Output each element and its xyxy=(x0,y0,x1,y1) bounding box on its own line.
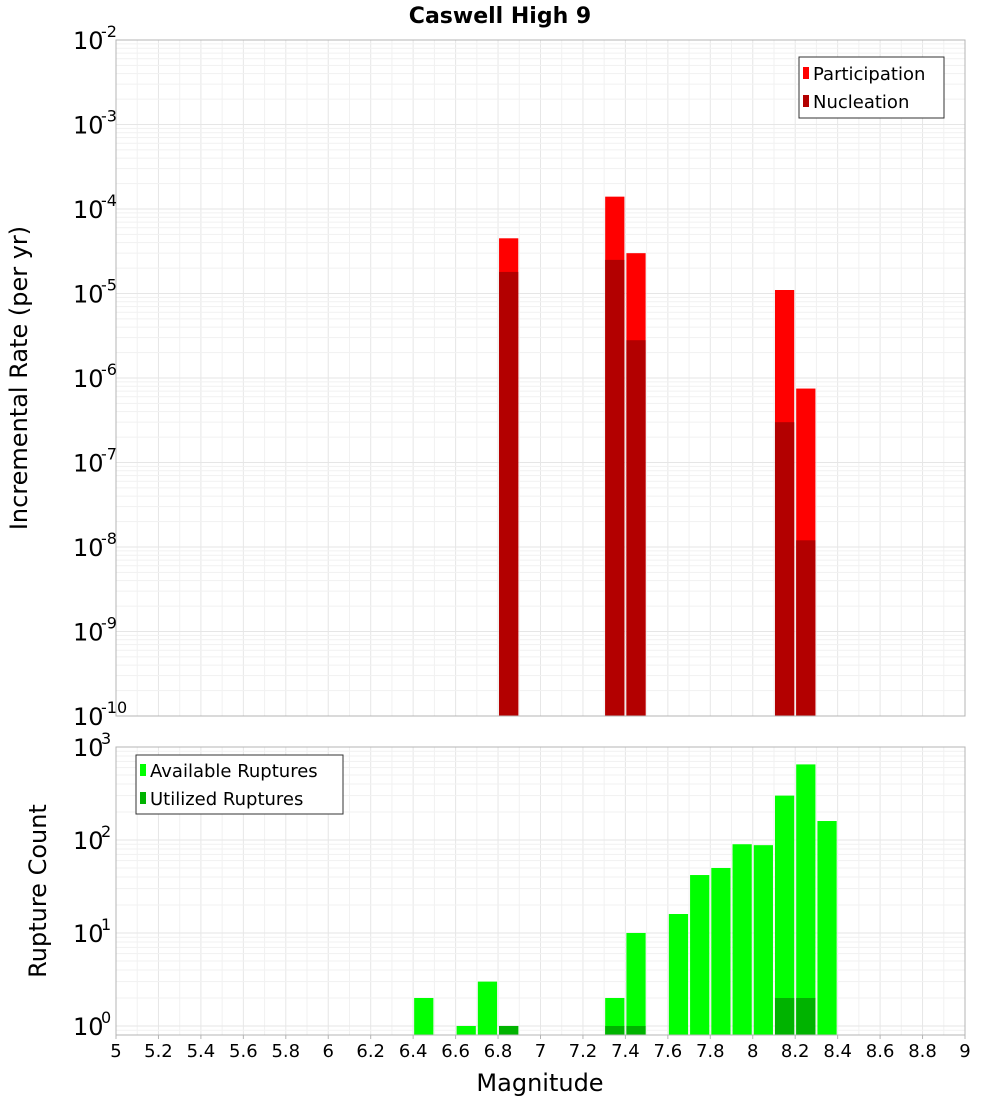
top_y-tick-exponent: -5 xyxy=(101,276,117,295)
x-tick-label: 5.8 xyxy=(271,1041,300,1062)
top_y-tick-base: 10 xyxy=(73,27,104,55)
bar-available-ruptures xyxy=(817,821,837,1035)
x-tick-label: 5 xyxy=(110,1041,121,1062)
bottom_y-tick-exponent: 0 xyxy=(101,1008,111,1027)
bottom-y-axis-label: Rupture Count xyxy=(24,804,52,978)
bar-available-ruptures xyxy=(626,932,646,1035)
legend-swatch-utilized xyxy=(140,792,146,804)
bar-available-ruptures xyxy=(690,875,710,1035)
x-tick-label: 6.2 xyxy=(356,1041,385,1062)
bottom_y-tick-base: 10 xyxy=(73,1013,104,1041)
top_y-tick-base: 10 xyxy=(73,450,104,478)
x-tick-label: 5.4 xyxy=(187,1041,216,1062)
top_y-tick-base: 10 xyxy=(73,534,104,562)
top_y-tick-exponent: -10 xyxy=(101,698,127,717)
bottom-legend: Available Ruptures Utilized Ruptures xyxy=(135,754,344,815)
bottom_y-tick-base: 10 xyxy=(73,827,104,855)
bottom-bars xyxy=(414,764,837,1035)
bar-available-ruptures xyxy=(753,845,773,1035)
top_y-tick-exponent: -6 xyxy=(101,360,117,379)
x-tick-label: 6.4 xyxy=(399,1041,428,1062)
bottom_y-tick-exponent: 2 xyxy=(101,822,111,841)
x-tick-label: 8.6 xyxy=(866,1041,895,1062)
bar-utilized-ruptures xyxy=(626,1025,646,1035)
top_y-tick-exponent: -8 xyxy=(101,529,117,548)
x-ticks: 5 5.2 5.4 5.6 5.8 6 6.2 6.4 6.6 6.8 7 7.2 7.4 7.6 7.8 8… xyxy=(110,1035,971,1062)
x-tick-label: 6.8 xyxy=(484,1041,513,1062)
top_y-tick-base: 10 xyxy=(73,365,104,393)
x-tick-label: 5.6 xyxy=(229,1041,258,1062)
top_y-tick-exponent: -7 xyxy=(101,445,117,464)
x-tick-label: 6.6 xyxy=(441,1041,470,1062)
bar-available-ruptures xyxy=(477,981,498,1035)
bottom-legend-box xyxy=(135,754,344,815)
top_y-tick-base: 10 xyxy=(73,196,104,224)
x-tick-label: 9 xyxy=(959,1041,970,1062)
top_y-tick-base: 10 xyxy=(73,703,104,731)
top_y-tick-exponent: -2 xyxy=(101,22,117,41)
top-panel: 10-210-310-410-510-610-710-810-910-10 In… xyxy=(5,22,966,731)
top_y-tick-base: 10 xyxy=(73,619,104,647)
top_y-tick-base: 10 xyxy=(73,281,104,309)
bar-available-ruptures xyxy=(711,867,731,1035)
top_y-tick-exponent: -9 xyxy=(101,614,117,633)
top-bars xyxy=(499,196,816,717)
legend-swatch-available xyxy=(140,764,146,776)
bar-available-ruptures xyxy=(605,997,625,1035)
top_y-tick-base: 10 xyxy=(73,112,104,140)
bar-utilized-ruptures xyxy=(796,997,816,1035)
bar-nucleation xyxy=(499,271,519,716)
top-grid xyxy=(115,39,966,717)
bar-utilized-ruptures xyxy=(605,1025,625,1035)
x-tick-label: 7 xyxy=(535,1041,546,1062)
top_y-tick-exponent: -4 xyxy=(101,191,117,210)
bottom_y-tick-exponent: 3 xyxy=(101,729,111,748)
x-tick-label: 5.2 xyxy=(144,1041,173,1062)
bar-utilized-ruptures xyxy=(774,997,795,1035)
legend-swatch-participation xyxy=(803,67,809,79)
x-tick-label: 7.2 xyxy=(569,1041,598,1062)
bottom_y-tick-base: 10 xyxy=(73,734,104,762)
bar-available-ruptures xyxy=(668,914,689,1035)
top-y-axis-label: Incremental Rate (per yr) xyxy=(5,226,33,530)
bar-available-ruptures xyxy=(456,1025,476,1035)
x-tick-label: 7.8 xyxy=(696,1041,725,1062)
top-plot-frame xyxy=(115,39,966,717)
bottom_y-tick-exponent: 1 xyxy=(101,915,111,934)
chart-title: Caswell High 9 xyxy=(409,4,591,29)
bar-available-ruptures xyxy=(796,764,816,1035)
legend-label-available: Available Ruptures xyxy=(150,761,318,782)
bar-utilized-ruptures xyxy=(499,1025,519,1035)
bar-available-ruptures xyxy=(414,997,434,1035)
top_y-tick-exponent: -3 xyxy=(101,107,117,126)
bar-available-ruptures xyxy=(774,795,795,1035)
top-legend: Participation Nucleation xyxy=(798,56,945,119)
bar-nucleation xyxy=(626,340,646,716)
x-tick-label: 8.4 xyxy=(823,1041,852,1062)
top-y-ticks: 10-210-310-410-510-610-710-810-910-10 xyxy=(73,22,127,731)
x-tick-label: 7.6 xyxy=(654,1041,683,1062)
legend-label-nucleation: Nucleation xyxy=(813,92,909,113)
x-tick-label: 8 xyxy=(747,1041,758,1062)
top-legend-box xyxy=(798,56,945,119)
x-tick-label: 8.8 xyxy=(908,1041,937,1062)
legend-swatch-nucleation xyxy=(803,95,809,107)
legend-label-utilized: Utilized Ruptures xyxy=(150,789,303,810)
bar-nucleation xyxy=(774,422,795,716)
bar-available-ruptures xyxy=(732,844,752,1035)
bottom_y-tick-base: 10 xyxy=(73,920,104,948)
legend-label-participation: Participation xyxy=(813,64,925,85)
x-axis-label: Magnitude xyxy=(476,1069,603,1097)
bar-nucleation xyxy=(605,259,625,716)
bar-nucleation xyxy=(796,540,816,716)
x-tick-label: 7.4 xyxy=(611,1041,640,1062)
x-tick-label: 6 xyxy=(323,1041,334,1062)
x-tick-label: 8.2 xyxy=(781,1041,810,1062)
